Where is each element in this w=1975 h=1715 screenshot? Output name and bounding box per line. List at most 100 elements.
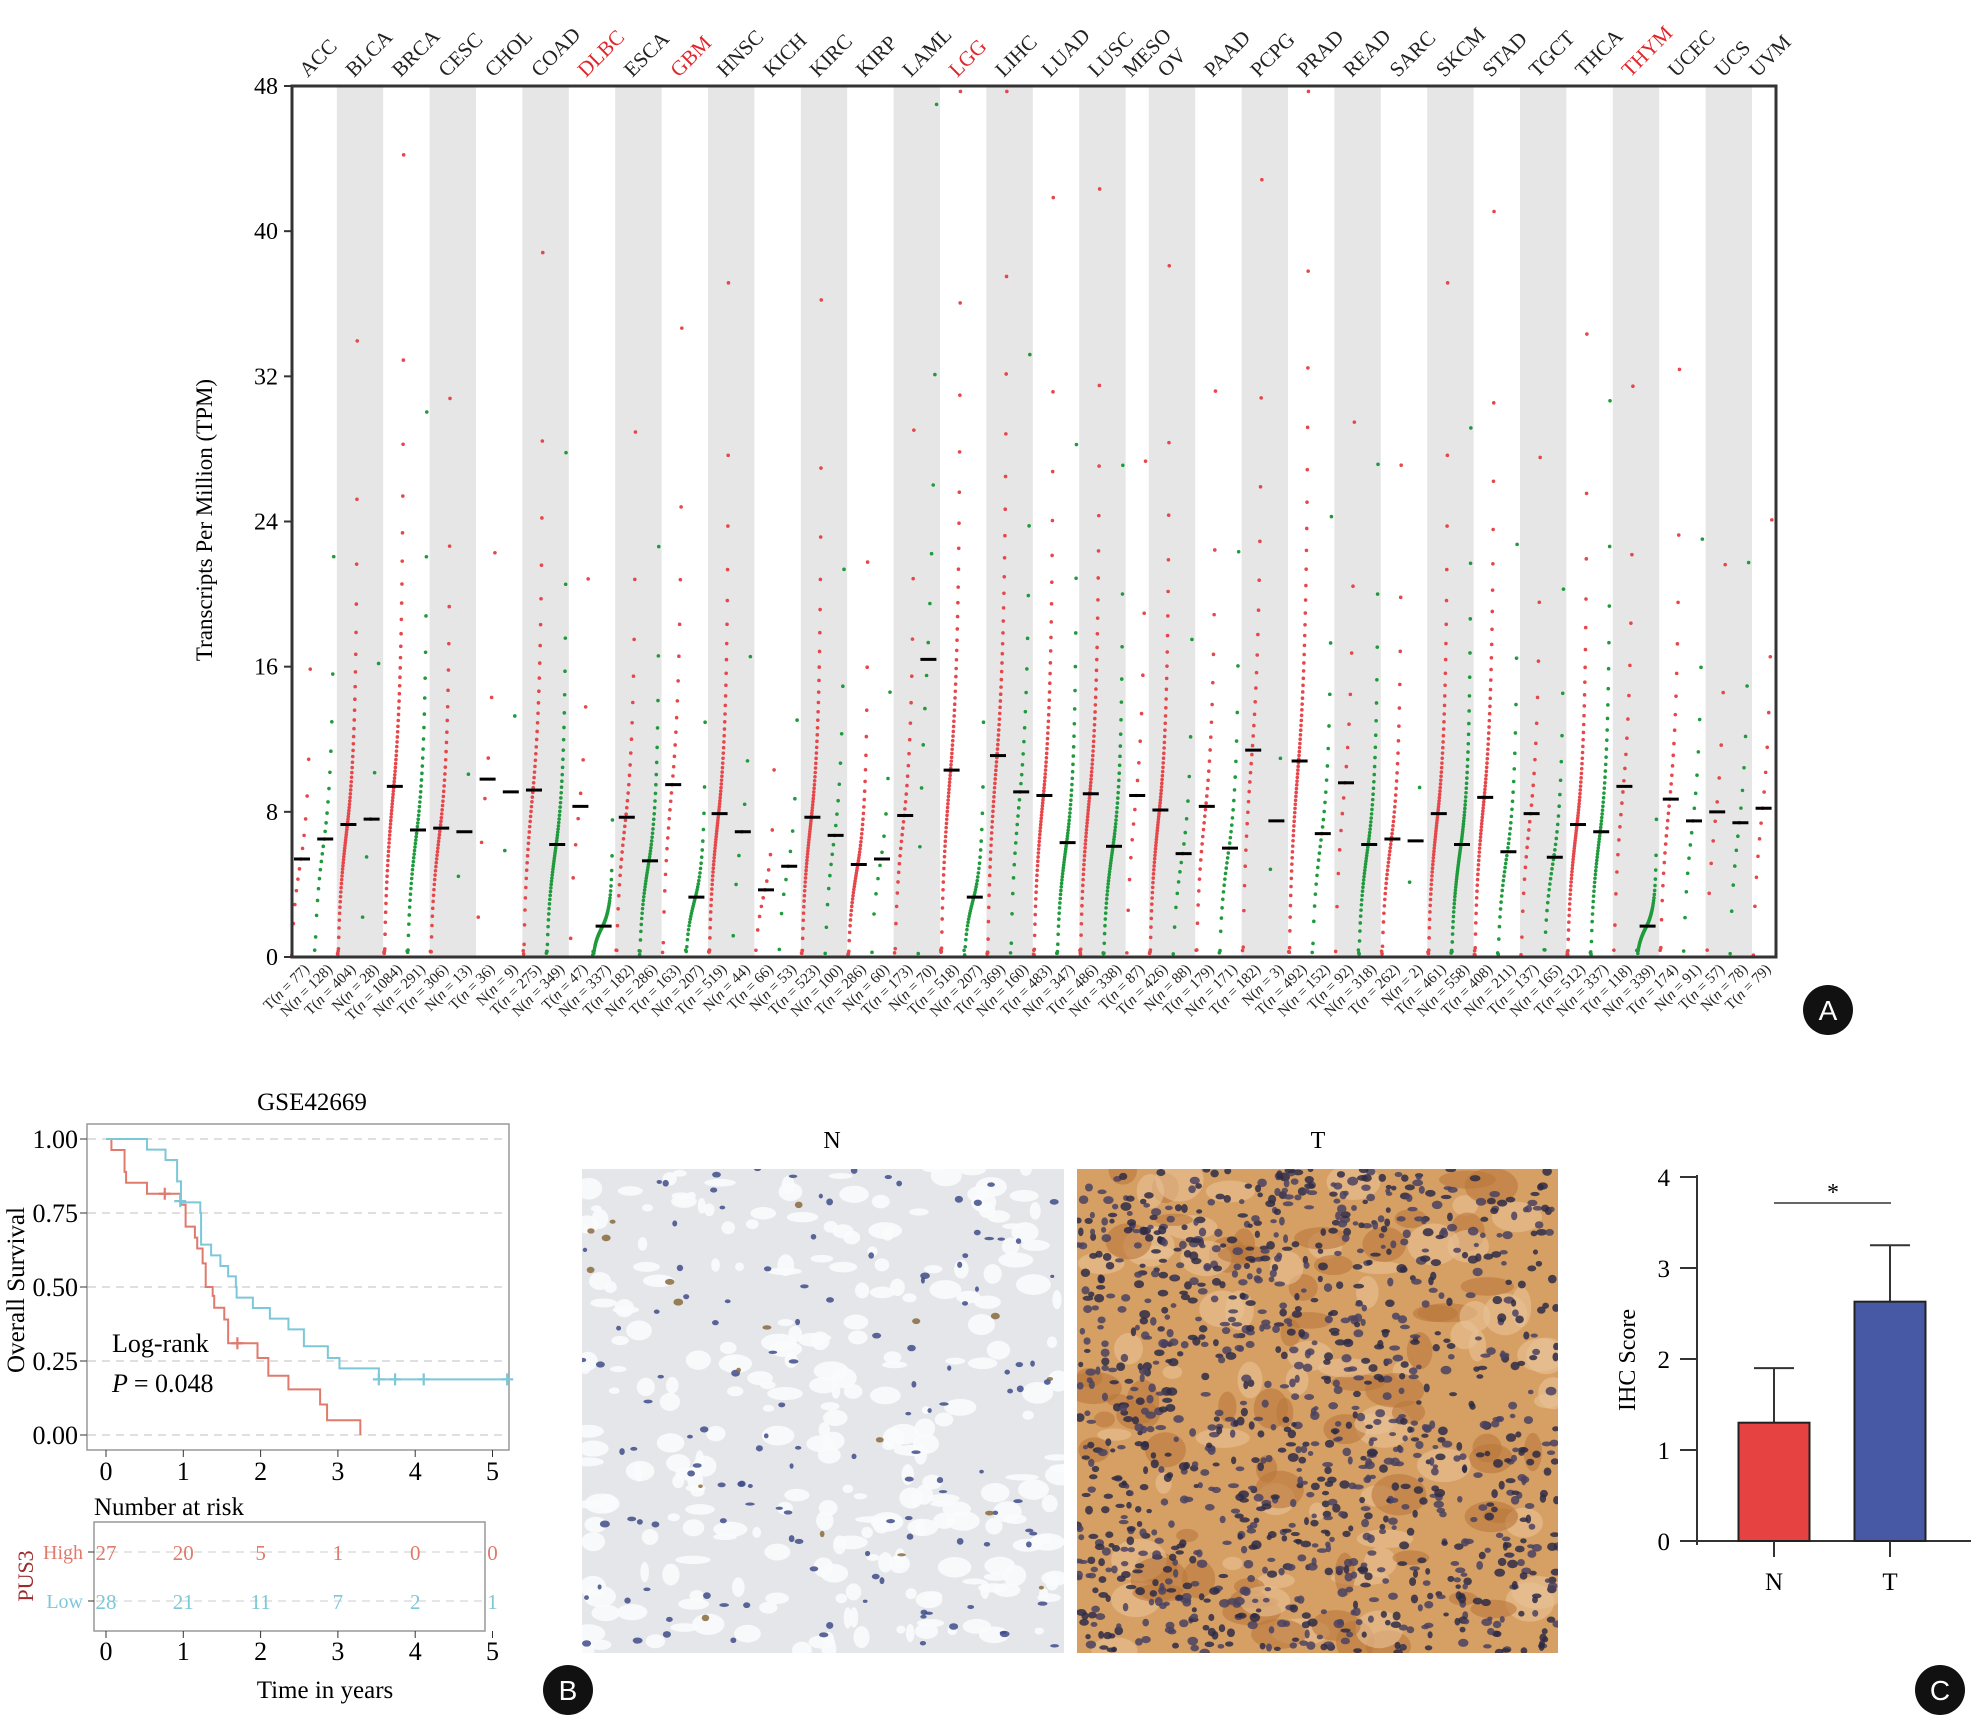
expression-dot (1254, 670, 1259, 675)
expression-dot (1763, 770, 1768, 775)
expression-dot (817, 649, 822, 654)
expression-dot (1397, 706, 1402, 710)
expression-dot (654, 772, 659, 777)
nucleus (1316, 1476, 1326, 1482)
expression-dot (1576, 808, 1581, 812)
expression-dot (1160, 781, 1164, 786)
nucleus (1239, 1497, 1249, 1503)
nucleus (1450, 1560, 1460, 1567)
nucleus (1335, 1565, 1345, 1571)
tissue-space (881, 1361, 908, 1369)
panel-label-c: C (1930, 1675, 1950, 1706)
nucleus (584, 1595, 589, 1600)
expression-dot (339, 877, 344, 882)
tissue-space (704, 1178, 736, 1187)
expression-dot (413, 841, 418, 846)
expression-dot (430, 923, 434, 928)
tissue-space (759, 1601, 778, 1614)
nucleus (1082, 1444, 1089, 1450)
nucleus (1150, 1317, 1157, 1326)
nucleus (1445, 1169, 1457, 1173)
km-y-tick-label: 0.25 (33, 1347, 79, 1376)
bar-x-tick-label: N (1765, 1569, 1783, 1596)
expression-dot (521, 948, 526, 953)
expression-dot (446, 688, 450, 693)
expression-dot (1450, 940, 1455, 944)
nucleus (1324, 1466, 1332, 1475)
nucleus (1120, 1202, 1132, 1211)
expression-dot (852, 882, 857, 886)
nucleus (1384, 1619, 1391, 1626)
cancer-label: LIHC (990, 30, 1042, 82)
expression-dot (1452, 905, 1456, 910)
expression-dot (540, 250, 545, 255)
expression-dot (964, 937, 968, 942)
expression-dot (1387, 853, 1392, 857)
nucleus (1489, 1190, 1500, 1198)
nucleus (1289, 1346, 1299, 1354)
nucleus (1085, 1368, 1097, 1376)
tissue-space (971, 1192, 997, 1213)
nucleus (1087, 1572, 1097, 1579)
expression-dot (1717, 776, 1721, 780)
expression-dot (1661, 883, 1665, 888)
expression-dot (1578, 788, 1583, 792)
expression-dot (813, 774, 817, 779)
expression-dot (1660, 898, 1665, 903)
expression-dot (1050, 469, 1055, 474)
expression-dot (555, 830, 560, 834)
expression-dot (835, 812, 839, 816)
expression-dot (1089, 773, 1094, 778)
expression-dot (1046, 719, 1051, 724)
expression-dot (806, 843, 811, 848)
expression-dot (1549, 871, 1554, 876)
expression-dot (1165, 650, 1170, 654)
expression-dot (665, 846, 669, 851)
expression-dot (1527, 828, 1531, 832)
expression-dot (1159, 785, 1164, 789)
expression-dot (1372, 764, 1377, 769)
expression-dot (534, 737, 539, 742)
expression-dot (639, 916, 644, 921)
nucleus (730, 1637, 737, 1644)
expression-dot (1397, 724, 1401, 728)
expression-dot (1048, 661, 1053, 665)
tissue-space (692, 1613, 725, 1635)
expression-dot (818, 535, 823, 539)
shade-band (800, 86, 848, 957)
nucleus (1252, 1598, 1259, 1604)
nucleus (1284, 1169, 1296, 1174)
expression-dot (1250, 743, 1255, 748)
expression-dot (1088, 787, 1093, 791)
expression-dot (923, 706, 927, 711)
expression-dot (390, 805, 394, 809)
nucleus (1417, 1604, 1423, 1612)
expression-dot (1154, 834, 1159, 839)
expression-dot (1431, 855, 1436, 860)
expression-dot (1370, 802, 1375, 807)
expression-dot (442, 778, 447, 782)
expression-dot (1251, 734, 1255, 738)
nucleus (1515, 1431, 1522, 1438)
expression-dot (538, 622, 543, 627)
expression-dot (653, 791, 658, 796)
expression-dot (1159, 791, 1163, 796)
expression-dot (1575, 816, 1580, 820)
expression-dot (407, 922, 411, 926)
nucleus (1210, 1169, 1219, 1178)
expression-dot (848, 923, 852, 928)
nucleus (789, 1463, 794, 1469)
expression-dot (956, 585, 960, 589)
nucleus (1391, 1312, 1400, 1320)
nucleus (1327, 1311, 1333, 1317)
nucleus (1369, 1474, 1376, 1480)
expression-dot (562, 711, 567, 715)
nucleus (850, 1169, 858, 1174)
tissue-space (682, 1519, 705, 1537)
tissue-space (582, 1177, 603, 1200)
nucleus (1201, 1372, 1210, 1381)
expression-dot (560, 765, 565, 770)
nucleus (1189, 1176, 1200, 1185)
expression-dot (321, 844, 326, 849)
nucleus (1111, 1565, 1118, 1574)
